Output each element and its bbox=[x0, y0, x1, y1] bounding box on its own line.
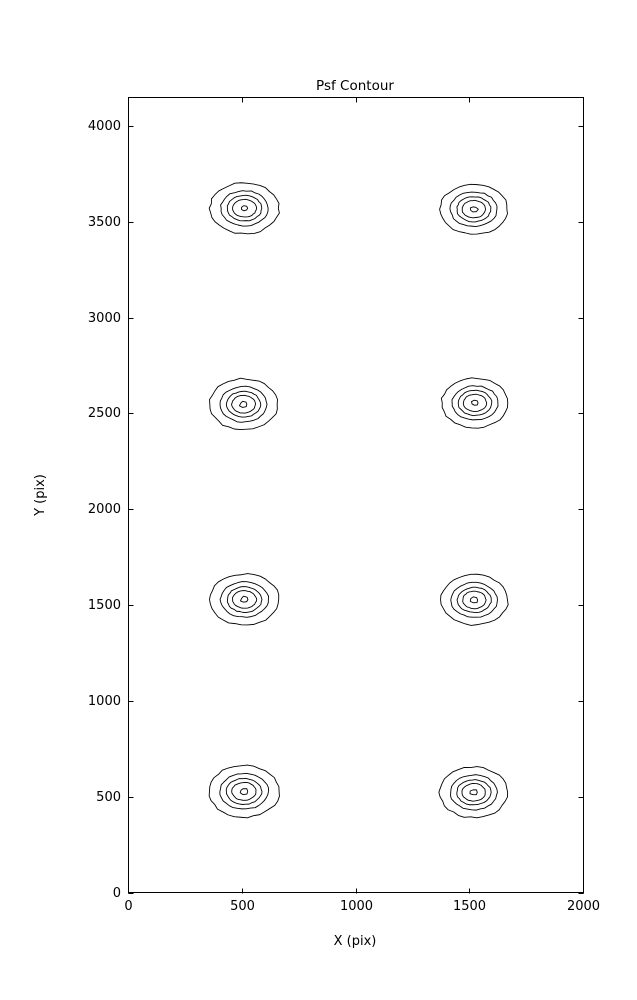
psf-col1-row1 bbox=[208, 764, 280, 819]
contour-level-1 bbox=[219, 772, 269, 810]
contour-level-0 bbox=[440, 573, 509, 626]
contour-level-4 bbox=[238, 400, 248, 408]
contour-level-1 bbox=[449, 191, 498, 227]
psf-col2-row2 bbox=[440, 573, 509, 626]
contour-level-3 bbox=[231, 394, 257, 414]
contour-level-4 bbox=[469, 789, 478, 796]
axis-ticks-group: 0 500 1000 1500 2000 0 500 1000 1500 2000 2500 3000… bbox=[88, 97, 600, 914]
x-tick-label: 500 bbox=[230, 899, 255, 914]
contour-level-1 bbox=[451, 385, 499, 421]
contour-level-4 bbox=[239, 788, 249, 796]
contour-level-3 bbox=[462, 590, 487, 610]
y-tick-label: 1000 bbox=[88, 694, 121, 709]
contour-level-3 bbox=[461, 199, 487, 219]
contour-level-3 bbox=[232, 590, 258, 609]
contour-level-0 bbox=[209, 573, 280, 626]
contour-level-0 bbox=[440, 377, 509, 429]
y-tick-label: 4000 bbox=[88, 119, 121, 134]
psf-col2-row3 bbox=[440, 377, 509, 429]
contour-level-2 bbox=[456, 586, 492, 614]
x-tick-label: 1500 bbox=[453, 899, 486, 914]
contour-level-4 bbox=[469, 596, 479, 604]
contour-level-0 bbox=[208, 764, 280, 819]
contour-level-3 bbox=[461, 782, 486, 802]
y-tick-label: 3500 bbox=[88, 215, 121, 230]
contour-level-0 bbox=[439, 183, 508, 235]
contour-level-0 bbox=[438, 766, 509, 819]
psf-col1-row2 bbox=[209, 573, 280, 626]
contour-level-4 bbox=[240, 595, 249, 603]
page-title: Psf Contour bbox=[316, 78, 394, 94]
axis-labels-group: X (pix) Y (pix) bbox=[33, 474, 376, 949]
psf-col1-row4 bbox=[208, 182, 280, 235]
contour-level-2 bbox=[226, 586, 263, 613]
y-tick-label: 0 bbox=[113, 886, 121, 901]
plot-title-group: Psf Contour bbox=[316, 78, 394, 94]
psf-col1-row3 bbox=[209, 377, 278, 430]
contour-level-1 bbox=[219, 581, 269, 618]
y-tick-label: 500 bbox=[96, 790, 121, 805]
axes-frame bbox=[128, 97, 584, 893]
contour-level-4 bbox=[240, 205, 249, 212]
contour-level-3 bbox=[231, 781, 257, 801]
contour-level-3 bbox=[232, 198, 258, 218]
contour-level-1 bbox=[220, 190, 269, 227]
contour-level-0 bbox=[209, 377, 278, 430]
contour-level-2 bbox=[226, 194, 263, 222]
contour-level-1 bbox=[219, 385, 268, 423]
contour-level-2 bbox=[456, 196, 492, 223]
contour-level-0 bbox=[208, 182, 280, 235]
contour-level-1 bbox=[450, 774, 498, 811]
contour-level-2 bbox=[225, 777, 263, 805]
contour-level-3 bbox=[462, 393, 488, 412]
contour-series-group bbox=[208, 182, 509, 819]
x-tick-label: 0 bbox=[124, 899, 132, 914]
contour-level-2 bbox=[456, 779, 492, 806]
x-tick-label: 1000 bbox=[340, 899, 373, 914]
x-axis-label: X (pix) bbox=[334, 934, 377, 949]
x-tick-label: 2000 bbox=[567, 899, 600, 914]
contour-level-2 bbox=[225, 390, 262, 418]
contour-level-4 bbox=[469, 206, 479, 213]
y-tick-label: 3000 bbox=[88, 311, 121, 326]
psf-col2-row1 bbox=[438, 766, 509, 819]
contour-level-1 bbox=[450, 581, 498, 618]
y-tick-label: 2500 bbox=[88, 406, 121, 421]
contour-level-4 bbox=[471, 399, 479, 406]
y-axis-label: Y (pix) bbox=[33, 474, 48, 517]
y-tick-label: 1500 bbox=[88, 598, 121, 613]
y-tick-label: 2000 bbox=[88, 502, 121, 517]
psf-col2-row4 bbox=[439, 183, 508, 235]
contour-level-2 bbox=[457, 389, 493, 417]
